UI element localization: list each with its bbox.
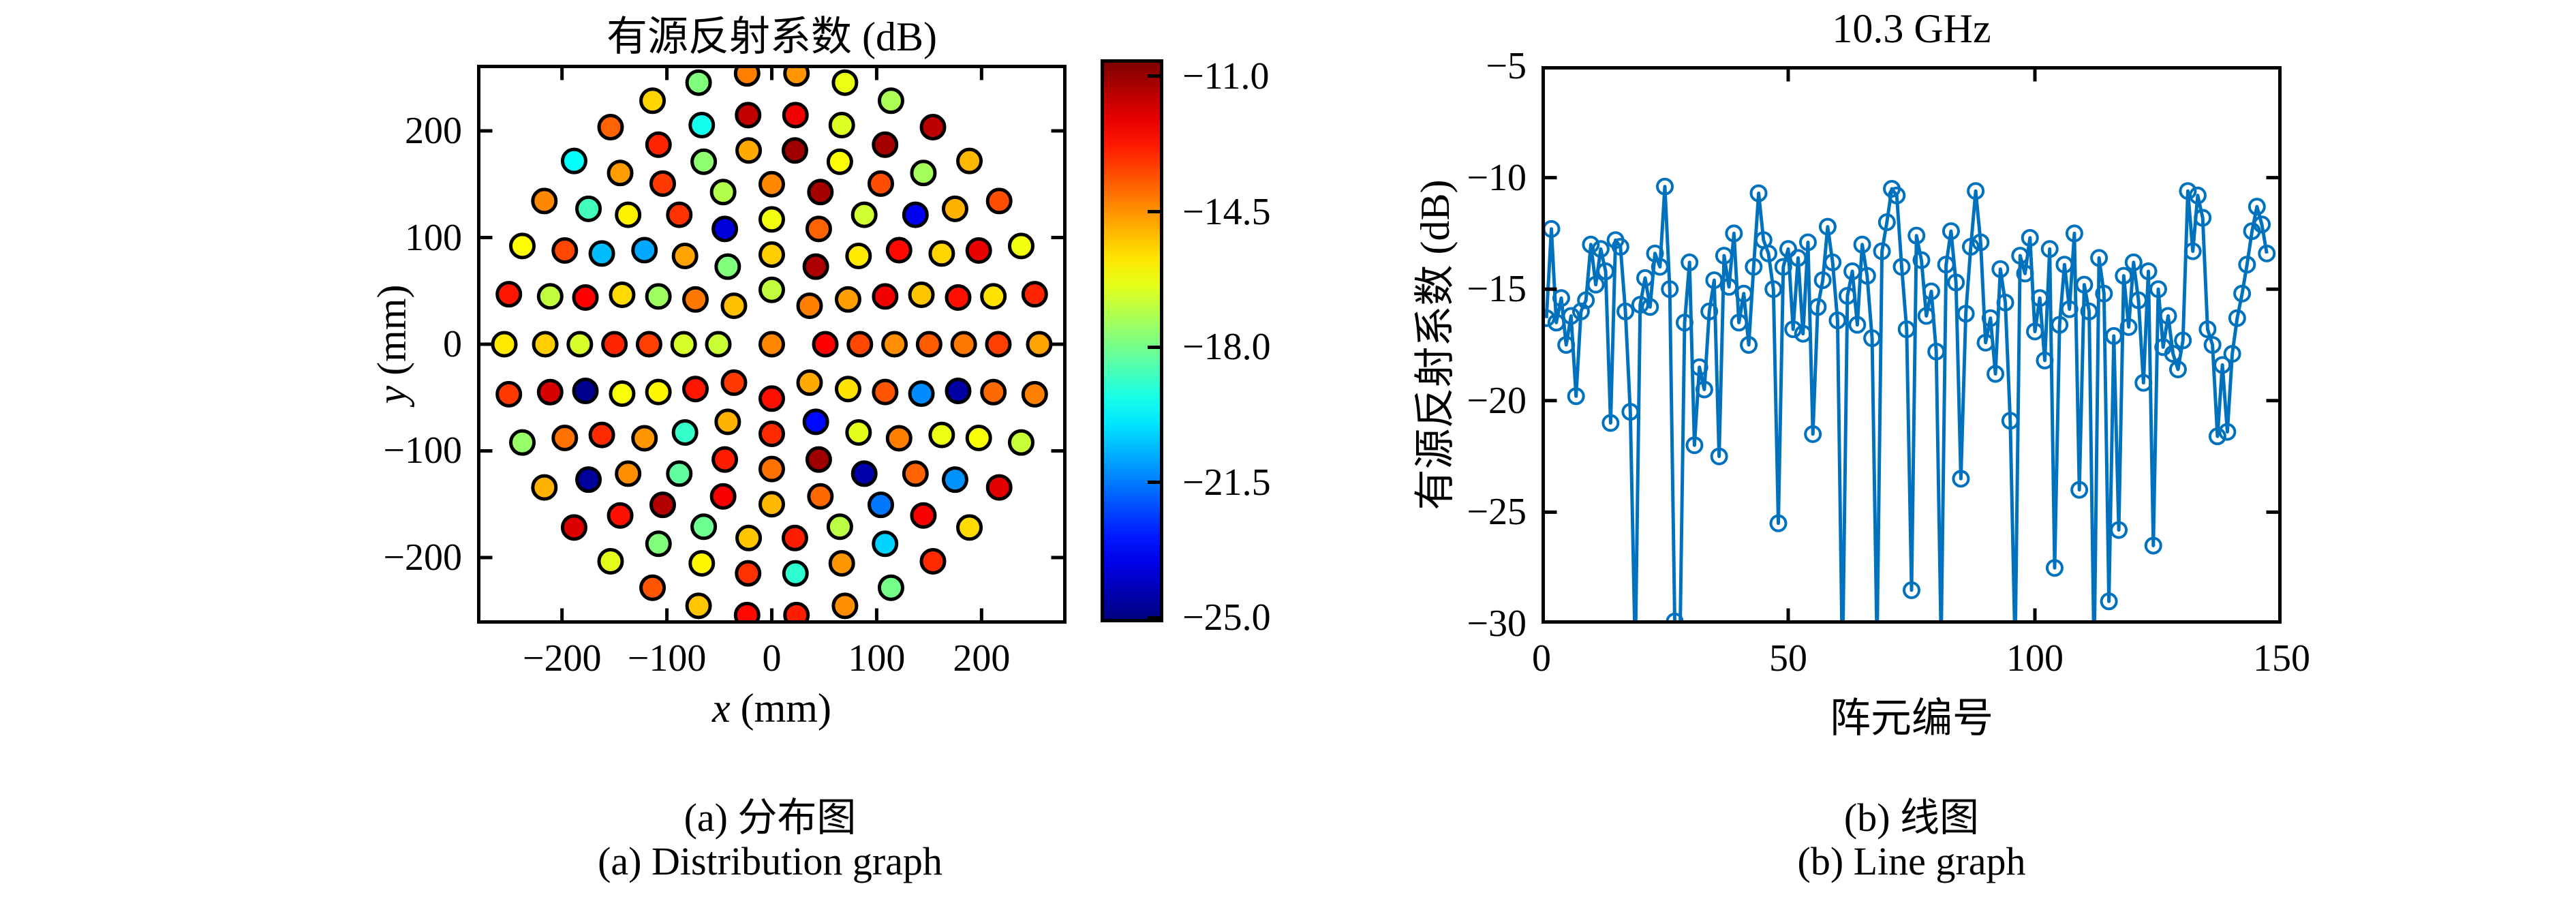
line-y-tick-−5: −5 [1486,45,1527,87]
colorbar-label-−25.0: −25.0 [1182,596,1271,639]
subplot-a-title: 有源反射系数 (dB) [607,14,937,59]
line-x-tick-150: 150 [2253,637,2310,680]
scatter-x-tick-100: 100 [848,637,906,680]
colorbar-label-−11.0: −11.0 [1182,55,1270,97]
colorbar-tick [1148,74,1160,78]
colorbar-tick [1148,481,1160,485]
subplot-a-xlabel-var: x [712,686,731,731]
scatter-y-tick-−100: −100 [383,429,462,472]
line-y-tick-−30: −30 [1467,603,1527,645]
line-plot [1542,66,2282,624]
line-x-tick-0: 0 [1532,637,1551,680]
subplot-a-ylabel-var: y [369,385,414,404]
caption-b-en: (b) Line graph [1797,839,2026,883]
line-y-tick-−20: −20 [1467,379,1527,422]
colorbar-label-−21.5: −21.5 [1182,461,1271,504]
colorbar [1101,59,1163,622]
scatter-y-tick-−200: −200 [383,536,462,579]
subplot-b-xlabel: 阵元编号 [1830,696,1993,741]
caption-a-zh: (a) 分布图 [684,795,857,840]
subplot-b-ylabel: 有源反射系数 (dB) [1413,179,1458,511]
colorbar-label-−14.5: −14.5 [1182,190,1271,233]
scatter-y-tick-200: 200 [405,110,462,153]
caption-a-en: (a) Distribution graph [598,839,942,883]
line-y-tick-−25: −25 [1467,491,1527,534]
subplot-a-xlabel: x (mm) [477,685,1067,732]
scatter-x-tick-0: 0 [762,637,782,680]
line-y-tick-−15: −15 [1467,268,1527,311]
scatter-x-tick-200: 200 [953,637,1011,680]
subplot-b-title: 10.3 GHz [1832,6,1991,51]
colorbar-tick [1148,345,1160,349]
scatter-y-tick-0: 0 [443,323,462,365]
subplot-a-xlabel-unit: (mm) [730,686,831,731]
colorbar-tick [1148,210,1160,214]
scatter-y-tick-100: 100 [405,216,462,259]
caption-b-zh: (b) 线图 [1843,795,1980,840]
scatter-x-tick-−200: −200 [522,637,602,680]
line-y-tick-−10: −10 [1467,156,1527,199]
scatter-plot [477,65,1067,624]
colorbar-label-−18.0: −18.0 [1182,326,1271,369]
scatter-x-tick-−100: −100 [627,637,707,680]
line-x-tick-50: 50 [1769,637,1807,680]
colorbar-tick [1148,615,1160,620]
line-x-tick-100: 100 [2006,637,2064,680]
